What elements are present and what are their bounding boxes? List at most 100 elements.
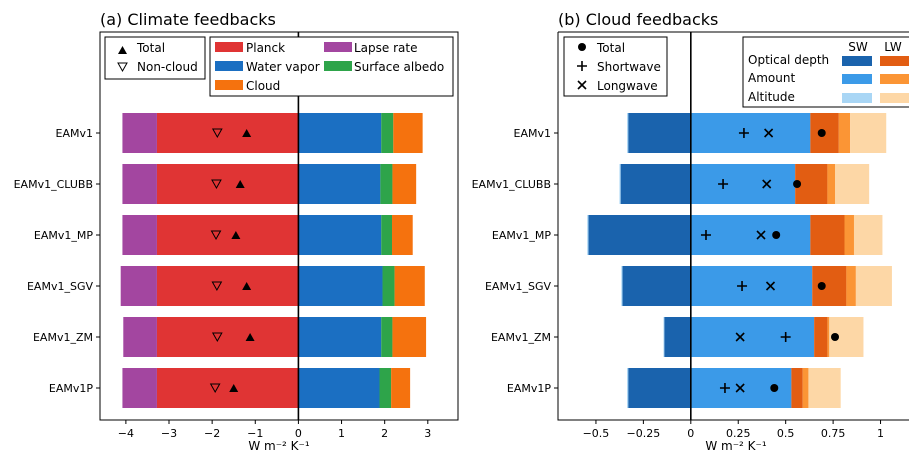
b-marker-total-4	[831, 333, 840, 341]
legend-non-cloud-label: Non-cloud	[137, 60, 198, 74]
panel-b-marker-legend: Total Shortwave Longwave	[563, 36, 668, 97]
a-x-tick-label-5: 1	[338, 427, 345, 440]
legend-lw-altitude-swatch	[880, 93, 909, 103]
b-x-tick-label-1: −0.25	[627, 427, 661, 440]
b-bar-lw-optical-depth-3	[812, 266, 847, 306]
legend-lapse-rate-swatch	[324, 42, 352, 52]
b-y-tick-label-2: EAMv1_MP	[492, 229, 551, 242]
a-y-tick-label-3: EAMv1_SGV	[27, 280, 93, 293]
b-bar-lw-altitude-2	[853, 215, 883, 255]
a-bar-water-vapor-5	[298, 368, 380, 408]
a-x-tick-label-2: −2	[204, 427, 220, 440]
b-marker-total-3	[817, 282, 826, 290]
b-bar-lw-amount-0	[838, 113, 851, 153]
b-marker-total-1	[793, 180, 802, 188]
a-marker-total-3	[242, 282, 252, 290]
a-bar-planck-0	[156, 113, 299, 153]
a-marker-non-cloud-0	[211, 128, 223, 139]
b-bar-sw-optical-depth-0	[628, 113, 691, 153]
a-marker-non-cloud-1	[211, 179, 222, 190]
legend-altitude-label: Altitude	[748, 90, 795, 104]
b-marker-shortwave-5	[719, 383, 730, 393]
panel-a-title: (a) Climate feedbacks	[100, 10, 276, 29]
b-marker-shortwave-1	[718, 179, 729, 189]
b-marker-shortwave-4	[780, 332, 791, 342]
b-y-tick-label-3: EAMv1_SGV	[485, 280, 551, 293]
b-bar-sw-optical-depth-4	[664, 317, 691, 357]
panel-a-bars	[120, 113, 427, 408]
legend-total-triangle-icon	[118, 46, 127, 54]
b-marker-shortwave-2	[700, 230, 711, 240]
a-bar-surface-albedo-1	[380, 164, 393, 204]
a-marker-total-4	[245, 333, 255, 341]
a-bar-lapse-rate-5	[122, 368, 157, 408]
b-marker-total-0	[817, 129, 826, 137]
a-bar-lapse-rate-1	[122, 164, 157, 204]
b-bar-lw-amount-2	[844, 215, 854, 255]
a-y-tick-label-1: EAMv1_CLUBB	[14, 178, 93, 191]
panel-b-title: (b) Cloud feedbacks	[558, 10, 718, 29]
panel-a-axes-frame	[99, 31, 459, 421]
b-bar-sw-optical-depth-2	[588, 215, 691, 255]
panel-a-markers	[209, 128, 255, 394]
a-marker-non-cloud-3	[211, 281, 223, 292]
panel-b-x-label: W m⁻² K⁻¹	[705, 439, 767, 453]
a-y-tick-label-4: EAMv1_ZM	[33, 331, 93, 344]
a-x-tick-label-7: 3	[424, 427, 431, 440]
a-y-tick-label-2: EAMv1_MP	[34, 229, 93, 242]
b-x-tick-label-6: 1	[877, 427, 884, 440]
b-bar-sw-optical-depth-5	[628, 368, 691, 408]
b-marker-total-5	[770, 384, 779, 392]
legend-surface-albedo-swatch	[324, 61, 352, 71]
legend-shortwave-plus-icon	[577, 61, 587, 71]
b-bar-lw-altitude-5	[808, 368, 841, 408]
a-bar-cloud-2	[392, 215, 413, 255]
a-bar-cloud-4	[392, 317, 427, 357]
legend-lw-amount-swatch	[880, 74, 909, 84]
b-x-tick-label-4: 0.5	[777, 427, 795, 440]
b-bar-sw-altitude-0	[627, 113, 629, 153]
a-bar-surface-albedo-3	[382, 266, 395, 306]
a-marker-total-1	[235, 180, 245, 188]
a-bar-planck-2	[156, 215, 299, 255]
b-bar-lw-altitude-1	[835, 164, 870, 204]
b-marker-longwave-0	[764, 128, 774, 138]
b-bar-lw-amount-4	[827, 317, 830, 357]
b-y-tick-label-4: EAMv1_ZM	[491, 331, 551, 344]
b-bar-lw-optical-depth-4	[814, 317, 828, 357]
legend-sw-altitude-swatch	[842, 93, 872, 103]
legend-water-vapor-label: Water vapor	[246, 60, 320, 74]
a-bar-surface-albedo-5	[379, 368, 392, 408]
panel-climate-feedbacks: (a) Climate feedbacks EAMv1EAMv1_CLUBBEA…	[14, 10, 459, 453]
a-x-tick-label-0: −4	[118, 427, 134, 440]
b-bar-sw-amount-4	[690, 317, 815, 357]
legend-total-label: Total	[136, 41, 165, 55]
panel-a-y-axis: EAMv1 EAMv1_CLUBB EAMv1_MP EAMv1_SGV EAMv1_Z…	[14, 127, 100, 395]
legend-optical-depth-label: Optical depth	[748, 53, 829, 67]
panel-a-marker-legend: Total Non-cloud	[104, 36, 206, 80]
legend-surface-albedo-label: Surface albedo	[354, 60, 444, 74]
b-marker-longwave-2	[756, 230, 766, 240]
a-bar-cloud-3	[394, 266, 425, 306]
panel-a-x-axis: −4 −3 −2 −1 0 1 2 3	[118, 420, 431, 440]
a-bar-planck-5	[156, 368, 299, 408]
a-y-tick-label-0: EAMv1	[56, 127, 93, 140]
b-marker-longwave-3	[765, 281, 776, 291]
legend-planck-swatch	[215, 42, 243, 52]
b-y-tick-label-0: EAMv1	[514, 127, 551, 140]
a-bar-water-vapor-2	[298, 215, 382, 255]
legend-longwave-x-icon	[577, 80, 587, 90]
b-bar-sw-amount-0	[690, 113, 811, 153]
b-marker-shortwave-3	[737, 281, 748, 291]
legend-planck-label: Planck	[246, 41, 285, 55]
b-x-tick-label-2: 0	[687, 427, 694, 440]
legend-shortwave-label: Shortwave	[597, 60, 661, 74]
b-bar-sw-altitude-5	[627, 368, 629, 408]
panel-b-component-legend: SW LW Optical depth Amount Altitude	[742, 36, 909, 108]
b-marker-longwave-5	[735, 383, 745, 393]
a-marker-non-cloud-5	[209, 383, 221, 394]
a-bar-planck-1	[156, 164, 299, 204]
legend-total-circle-icon	[578, 43, 586, 51]
a-bar-surface-albedo-0	[381, 113, 394, 153]
